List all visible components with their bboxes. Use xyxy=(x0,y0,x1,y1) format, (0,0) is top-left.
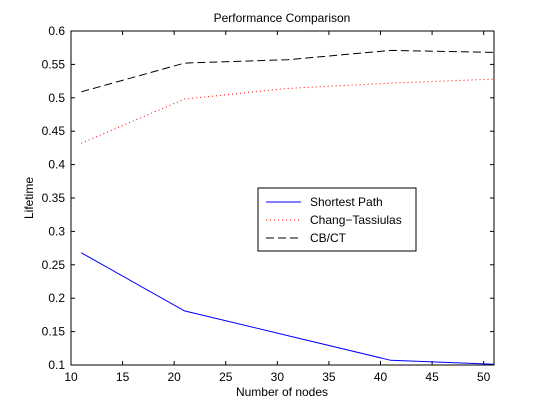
x-tick-label: 10 xyxy=(64,370,78,384)
y-tick-label: 0.6 xyxy=(48,24,65,38)
legend-label-0: Shortest Path xyxy=(310,195,383,209)
series-line-2 xyxy=(81,49,495,93)
x-axis-ticks: 10 15 20 25 30 35 40 45 50 xyxy=(64,31,491,384)
y-tick-label: 0.15 xyxy=(42,325,66,339)
y-axis-ticks: 0.1 0.15 0.2 0.25 0.3 0.35 0.4 0.45 0.5 0.55 0.6 xyxy=(42,24,494,372)
y-tick-label: 0.55 xyxy=(42,57,66,71)
legend-label-1: Chang−Tassiulas xyxy=(310,213,402,227)
legend-label-2: CB/CT xyxy=(310,231,347,245)
x-tick-label: 40 xyxy=(374,370,388,384)
y-axis-label: Lifetime xyxy=(22,177,36,219)
x-tick-label: 45 xyxy=(425,370,439,384)
y-tick-label: 0.25 xyxy=(42,258,66,272)
y-tick-label: 0.5 xyxy=(48,91,65,105)
y-tick-label: 0.35 xyxy=(42,191,66,205)
x-tick-label: 30 xyxy=(271,370,285,384)
legend-box xyxy=(257,187,417,252)
x-tick-label: 25 xyxy=(219,370,233,384)
y-tick-label: 0.2 xyxy=(48,291,65,305)
x-tick-label: 15 xyxy=(116,370,130,384)
y-tick-label: 0.1 xyxy=(48,358,65,372)
x-tick-label: 20 xyxy=(167,370,181,384)
y-tick-label: 0.4 xyxy=(48,158,65,172)
series-line-0 xyxy=(81,252,495,365)
x-tick-label: 35 xyxy=(322,370,336,384)
chart-title: Performance Comparison xyxy=(214,11,351,25)
legend: Shortest Path Chang−Tassiulas CB/CT xyxy=(257,187,417,252)
y-tick-label: 0.45 xyxy=(42,124,66,138)
y-tick-label: 0.3 xyxy=(48,224,65,238)
plot-frame xyxy=(70,30,495,366)
x-axis-label: Number of nodes xyxy=(236,385,328,399)
x-tick-label: 50 xyxy=(477,370,491,384)
